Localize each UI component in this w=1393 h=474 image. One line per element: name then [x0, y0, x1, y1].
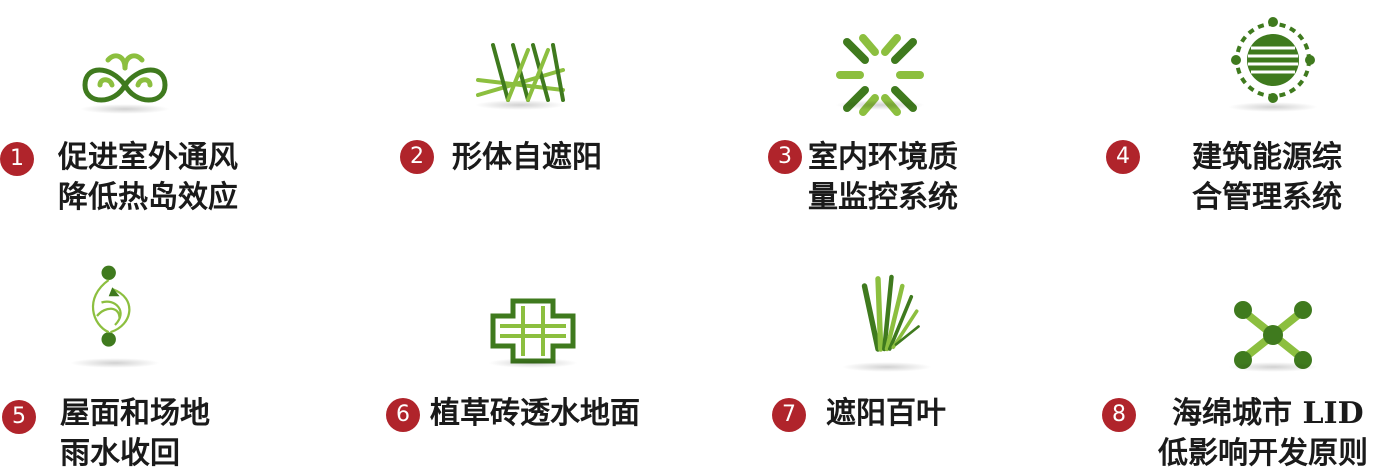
number-badge: 3 [768, 140, 802, 174]
number-badge: 6 [386, 398, 420, 432]
label-line-2: 低影响开发原则 [1158, 436, 1368, 471]
label-line-2: 降低热岛效应 [58, 180, 238, 215]
label-line-1: 建筑能源综 [1192, 140, 1342, 175]
label-line-1: 屋面和场地 [60, 396, 210, 431]
label-line-2: 量监控系统 [808, 180, 958, 215]
ventilation-icon [82, 53, 168, 103]
number-badge: 5 [2, 400, 36, 434]
energy-management-icon [1231, 17, 1315, 103]
label-line-1: 植草砖透水地面 [430, 396, 640, 431]
label-line-1: 室内环境质 [808, 140, 958, 175]
label-line-2: 合管理系统 [1192, 180, 1342, 215]
feature-label: 植草砖透水地面 [430, 394, 640, 434]
feature-label: 室内环境质 量监控系统 [808, 138, 958, 218]
rainwater-icon [91, 265, 131, 347]
label-line-1: 海绵城市 LID [1172, 396, 1364, 431]
label-line-1: 遮阳百叶 [826, 396, 946, 431]
feature-label: 遮阳百叶 [826, 394, 946, 434]
number-badge: 4 [1106, 140, 1140, 174]
louver-icon [861, 274, 920, 352]
label-line-1: 促进室外通风 [58, 140, 238, 175]
label-line-2: 雨水收回 [60, 436, 180, 471]
feature-label: 建筑能源综 合管理系统 [1192, 138, 1342, 218]
number-badge: 7 [772, 398, 806, 432]
feature-label: 形体自遮阳 [452, 138, 602, 178]
permeable-paving-icon [490, 298, 576, 364]
number-badge: 8 [1102, 398, 1136, 432]
feature-label: 促进室外通风 降低热岛效应 [58, 138, 238, 218]
number-badge: 1 [0, 142, 34, 176]
feature-label: 海绵城市 LID 低影响开发原则 [1158, 394, 1368, 474]
indoor-environment-icon [836, 34, 924, 116]
label-line-1: 形体自遮阳 [452, 140, 602, 175]
self-shading-icon [476, 43, 565, 102]
sponge-city-icon [1234, 301, 1312, 369]
feature-label: 屋面和场地 雨水收回 [60, 394, 210, 474]
number-badge: 2 [400, 140, 434, 174]
